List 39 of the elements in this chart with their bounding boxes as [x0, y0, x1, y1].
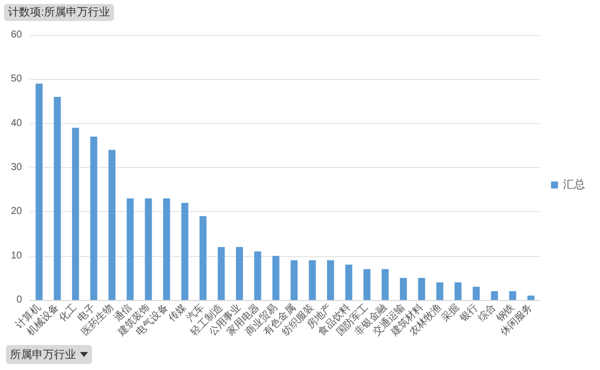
chart-title: 计数项:所属申万行业	[8, 6, 110, 18]
bar	[509, 291, 516, 300]
bar	[454, 282, 462, 300]
bar	[126, 198, 134, 300]
bar	[181, 202, 188, 300]
bar	[308, 260, 316, 300]
bar	[200, 216, 207, 300]
bar	[163, 198, 170, 300]
y-tick-label: 10	[10, 250, 22, 262]
bar	[54, 96, 61, 300]
bar	[418, 278, 426, 300]
bar	[327, 260, 334, 300]
bar	[527, 296, 534, 300]
bar	[345, 264, 352, 300]
y-tick-label: 50	[10, 74, 22, 85]
bar	[382, 269, 389, 300]
bar	[254, 251, 262, 300]
bar	[363, 269, 370, 300]
y-tick-label: 0	[16, 294, 22, 306]
bar	[400, 278, 407, 300]
y-tick-label: 40	[10, 118, 22, 129]
bar	[272, 256, 280, 300]
y-tick-label: 30	[10, 162, 22, 173]
x-tick-label: 传媒	[166, 302, 189, 324]
y-tick-label: 20	[10, 206, 22, 218]
bar	[290, 260, 298, 300]
bar	[472, 286, 480, 300]
bar	[108, 150, 116, 300]
bar	[490, 291, 498, 300]
bar	[436, 282, 444, 300]
bar	[144, 198, 152, 300]
legend-label: 汇总	[563, 178, 585, 191]
y-tick-label: 60	[10, 30, 22, 40]
bar	[236, 247, 243, 300]
bar	[90, 136, 98, 300]
x-axis-title: 所属申万行业	[10, 347, 76, 362]
bar	[72, 128, 80, 300]
bar	[36, 84, 43, 300]
bar	[218, 247, 225, 300]
